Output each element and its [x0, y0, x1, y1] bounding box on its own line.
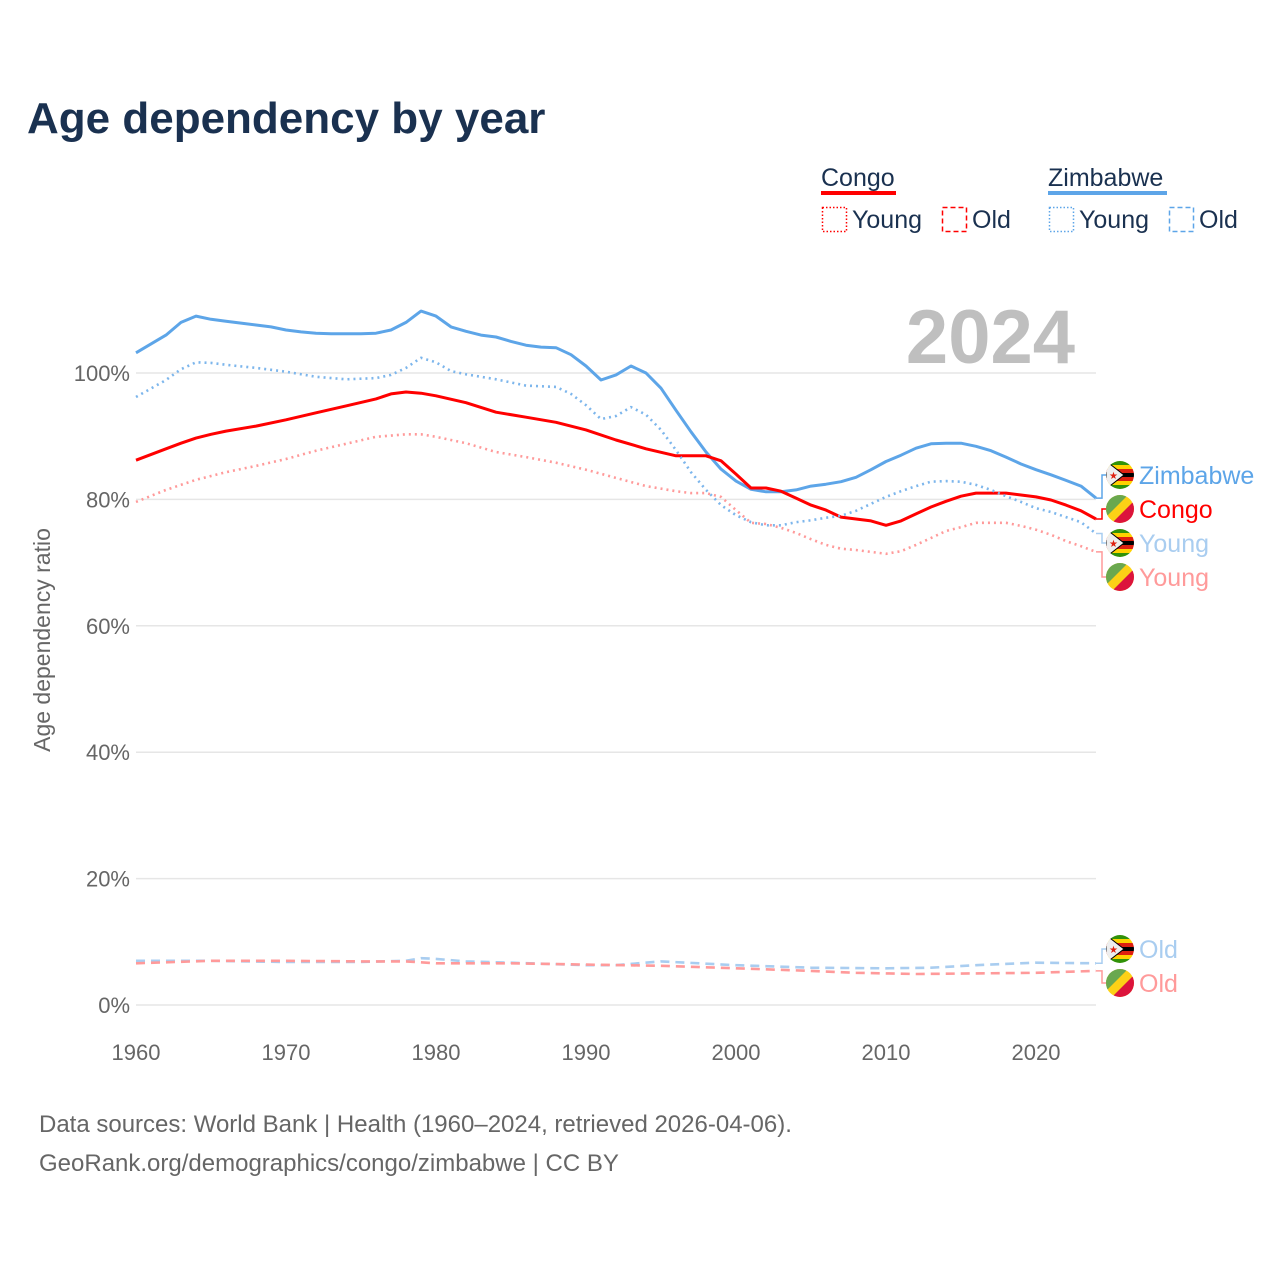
legend-label-zimbabwe-old[interactable]: Old	[1199, 206, 1238, 234]
flag-zimbabwe-icon	[1106, 461, 1134, 489]
legend-group-zimbabwe[interactable]: Zimbabwe Young Old	[1048, 164, 1238, 234]
x-tick-label: 1980	[412, 1040, 461, 1065]
flag-zimbabwe-icon	[1106, 935, 1134, 963]
x-tick-label: 2000	[712, 1040, 761, 1065]
legend-country-congo: Congo	[821, 164, 895, 192]
legend-label-congo-young[interactable]: Young	[852, 206, 922, 234]
x-tick-label: 1990	[562, 1040, 611, 1065]
end-labels: Zimbabwe Congo Young Young Old Old	[1096, 461, 1254, 998]
footer-attribution[interactable]: GeoRank.org/demographics/congo/zimbabwe …	[39, 1150, 619, 1177]
label-connector	[1096, 532, 1108, 544]
end-label: Old	[1139, 970, 1178, 998]
legend-group-congo[interactable]: Congo Young Old	[821, 164, 1011, 234]
series-line-zimbabwe[interactable]	[135, 309, 1097, 500]
chart-title: Age dependency by year	[27, 94, 545, 143]
end-label: Young	[1139, 564, 1209, 592]
flag-congo-icon	[1106, 495, 1134, 523]
legend-swatch-congo-old	[941, 206, 968, 233]
legend-swatch-zimbabwe-young	[1048, 206, 1075, 233]
series-line-congo-old[interactable]	[135, 959, 1097, 976]
x-tick-label: 2010	[862, 1040, 911, 1065]
y-axis-label: Age dependency ratio	[29, 528, 55, 752]
legend-swatch-zimbabwe-old	[1168, 206, 1195, 233]
series-line-congo[interactable]	[135, 390, 1097, 527]
legend: Congo Young Old Zimbabwe Young Old	[821, 164, 1238, 234]
y-tick-label: 20%	[86, 867, 130, 892]
series-line-zimbabwe-young[interactable]	[135, 356, 1097, 535]
y-ticks: 0% 20% 40% 60% 80% 100%	[74, 361, 130, 1018]
legend-underline-congo	[821, 191, 896, 195]
legend-label-zimbabwe-young[interactable]: Young	[1079, 206, 1149, 234]
flag-congo-icon	[1106, 563, 1134, 591]
label-connector	[1096, 970, 1108, 984]
legend-underline-zimbabwe	[1048, 191, 1167, 195]
end-label: Congo	[1139, 496, 1213, 524]
y-tick-label: 100%	[74, 361, 130, 386]
label-connector	[1096, 474, 1108, 499]
flag-zimbabwe-icon	[1106, 529, 1134, 557]
x-tick-label: 1960	[112, 1040, 161, 1065]
x-ticks: 1960 1970 1980 1990 2000 2010 2020	[112, 1040, 1061, 1065]
end-label: Old	[1139, 936, 1178, 964]
x-tick-label: 2020	[1012, 1040, 1061, 1065]
label-connector	[1096, 508, 1108, 520]
label-connector	[1096, 948, 1108, 965]
end-label: Young	[1139, 530, 1209, 558]
flag-congo-icon	[1106, 969, 1134, 997]
legend-label-congo-old[interactable]: Old	[972, 206, 1011, 234]
end-label: Zimbabwe	[1139, 462, 1254, 490]
y-tick-label: 80%	[86, 487, 130, 512]
series-lines	[135, 309, 1097, 976]
legend-swatch-congo-young	[821, 206, 848, 233]
footer-sources: Data sources: World Bank | Health (1960–…	[39, 1111, 792, 1138]
label-connector	[1096, 551, 1108, 578]
gridlines	[136, 372, 1096, 1006]
y-tick-label: 0%	[98, 993, 130, 1018]
year-watermark: 2024	[906, 295, 1075, 380]
y-tick-label: 40%	[86, 740, 130, 765]
series-line-congo-young[interactable]	[135, 433, 1097, 556]
x-tick-label: 1970	[262, 1040, 311, 1065]
y-tick-label: 60%	[86, 614, 130, 639]
legend-country-zimbabwe: Zimbabwe	[1048, 164, 1163, 192]
series-line-zimbabwe-old[interactable]	[136, 956, 1097, 970]
